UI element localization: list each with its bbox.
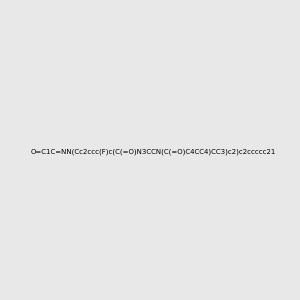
Text: O=C1C=NN(Cc2ccc(F)c(C(=O)N3CCN(C(=O)C4CC4)CC3)c2)c2ccccc21: O=C1C=NN(Cc2ccc(F)c(C(=O)N3CCN(C(=O)C4CC… [31,148,276,155]
